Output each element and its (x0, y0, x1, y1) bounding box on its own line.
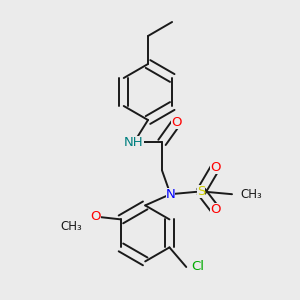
Text: Cl: Cl (191, 260, 204, 274)
Text: NH: NH (124, 136, 144, 149)
Text: O: O (210, 161, 220, 174)
Text: S: S (197, 185, 206, 198)
Text: N: N (166, 188, 175, 201)
Text: O: O (210, 203, 220, 216)
Text: CH₃: CH₃ (60, 220, 82, 233)
Text: O: O (171, 116, 181, 129)
Text: CH₃: CH₃ (240, 188, 262, 201)
Text: O: O (91, 210, 101, 223)
